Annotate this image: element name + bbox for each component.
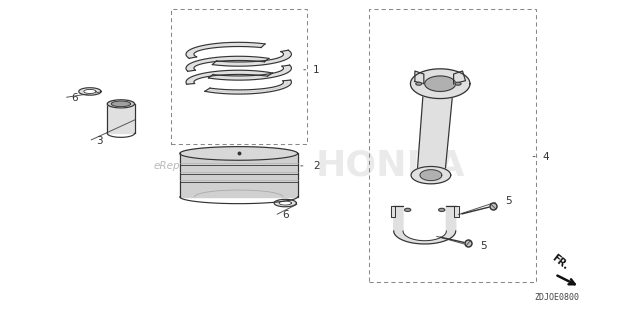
Polygon shape: [411, 166, 451, 184]
Polygon shape: [205, 80, 291, 94]
Circle shape: [455, 82, 461, 85]
Text: 6: 6: [282, 210, 289, 220]
Text: FR.: FR.: [550, 252, 570, 271]
Polygon shape: [454, 71, 466, 84]
Polygon shape: [274, 199, 296, 207]
Polygon shape: [180, 147, 298, 160]
Polygon shape: [112, 101, 130, 107]
Polygon shape: [208, 65, 291, 80]
Polygon shape: [420, 170, 442, 181]
Polygon shape: [391, 206, 396, 217]
Polygon shape: [186, 70, 273, 84]
Polygon shape: [454, 206, 459, 217]
Text: HONDA: HONDA: [316, 149, 466, 183]
Text: ZDJOE0800: ZDJOE0800: [534, 293, 579, 302]
Polygon shape: [279, 201, 291, 205]
Bar: [369, 9, 536, 282]
Polygon shape: [180, 153, 298, 197]
Bar: [170, 9, 307, 144]
Text: eReplacementParts.com: eReplacementParts.com: [153, 161, 281, 171]
Polygon shape: [79, 88, 101, 95]
Polygon shape: [107, 100, 135, 108]
Text: 5: 5: [505, 197, 512, 206]
Polygon shape: [410, 69, 470, 99]
Polygon shape: [417, 84, 454, 175]
Circle shape: [404, 208, 411, 211]
Text: 2: 2: [313, 161, 320, 171]
Text: 6: 6: [71, 93, 78, 103]
Text: 1: 1: [313, 65, 320, 75]
Text: 3: 3: [96, 136, 103, 146]
Circle shape: [416, 82, 422, 85]
Polygon shape: [186, 42, 265, 58]
Polygon shape: [212, 50, 291, 66]
Polygon shape: [415, 71, 424, 84]
Circle shape: [439, 208, 445, 211]
Text: 5: 5: [480, 241, 487, 251]
Polygon shape: [425, 76, 456, 91]
Polygon shape: [394, 206, 456, 244]
Polygon shape: [107, 104, 135, 133]
Polygon shape: [84, 89, 96, 94]
Polygon shape: [186, 56, 269, 71]
Text: 4: 4: [542, 152, 549, 162]
